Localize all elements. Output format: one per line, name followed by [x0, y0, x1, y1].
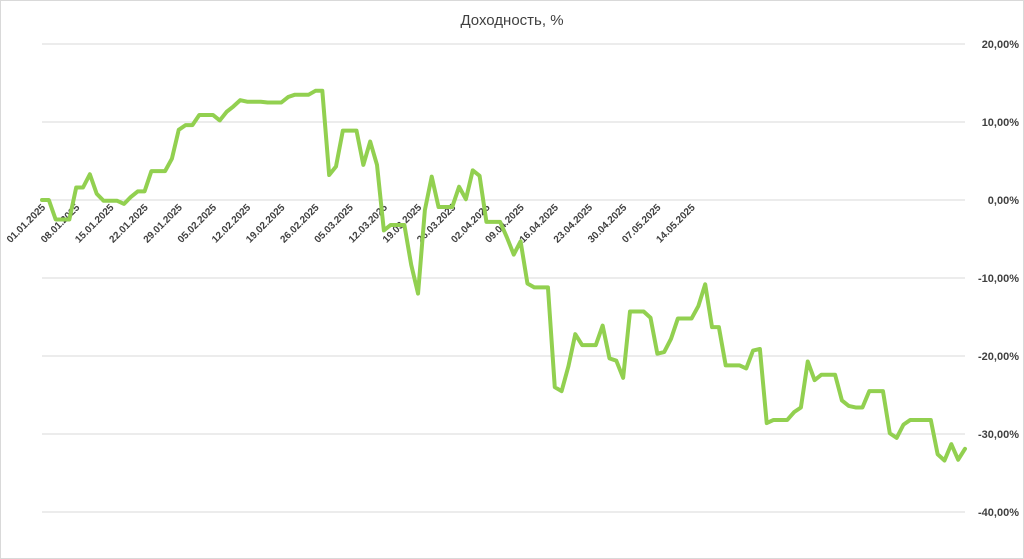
y-tick-label: -40,00%	[978, 507, 1019, 519]
y-tick-label: -30,00%	[978, 429, 1019, 441]
chart-title: Доходность, %	[460, 12, 564, 29]
y-tick-label: -10,00%	[978, 273, 1019, 285]
series-line	[40, 88, 967, 463]
y-tick-label: -20,00%	[978, 351, 1019, 363]
y-tick-label: 0,00%	[988, 195, 1019, 207]
y-tick-label: 20,00%	[982, 39, 1020, 51]
y-tick-label: 10,00%	[982, 117, 1020, 129]
